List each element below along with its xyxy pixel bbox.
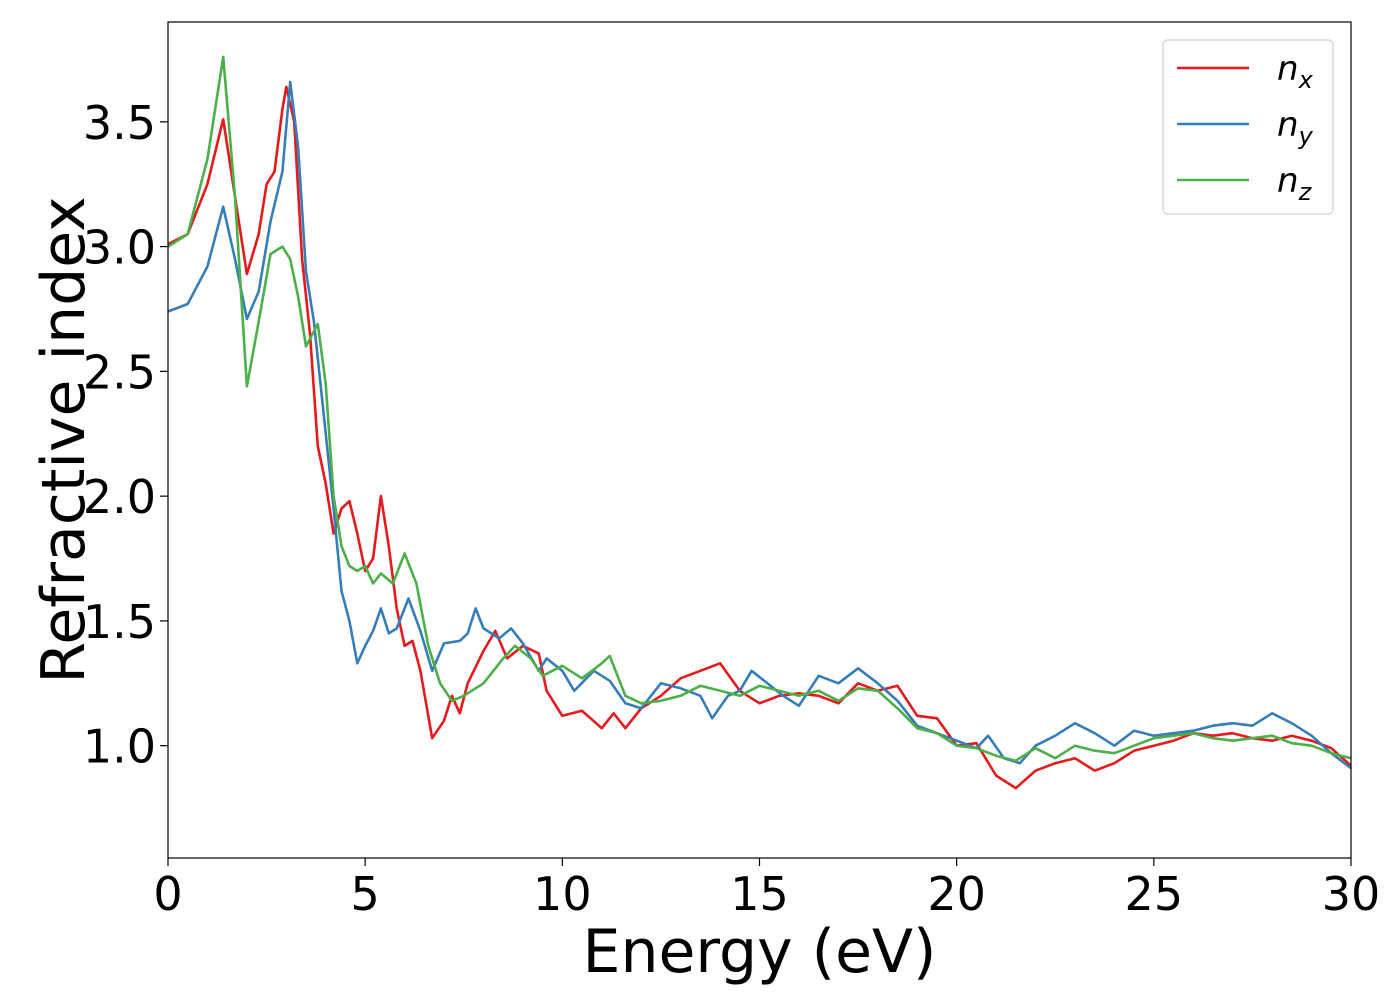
ticks-layer: 0 5 10 15 20 25 30 1.0 1.5 2.0 2.5 3.0 3.5 [83,96,1380,921]
y-tick-label: 2.0 [83,470,156,524]
y-tick-label: 1.5 [83,595,156,649]
x-tick-label: 10 [533,867,592,921]
legend: nx ny nz [1162,39,1334,215]
legend-label-n_z: nz [1277,161,1313,206]
y-tick-label: 2.5 [83,345,156,399]
legend-label-n_x: nx [1277,49,1314,94]
legend-box [1162,39,1334,215]
series-line-n_z [167,55,1352,762]
x-tick-label: 25 [1125,867,1184,921]
y-tick-label: 3.0 [83,221,156,275]
x-tick-label: 5 [351,867,380,921]
x-tick-label: 15 [730,867,789,921]
y-axis-label: Refractive index [29,196,99,683]
x-tick-label: 30 [1322,867,1381,921]
series-layer [167,55,1352,790]
x-axis-label: Energy (eV) [583,917,937,987]
x-tick-label: 20 [927,867,986,921]
legend-label-n_y: ny [1277,105,1314,150]
y-tick-label: 3.5 [83,96,156,150]
x-tick-label: 0 [153,867,182,921]
y-tick-label: 1.0 [83,720,156,774]
series-line-n_x [167,85,1352,790]
series-line-n_y [167,80,1352,770]
